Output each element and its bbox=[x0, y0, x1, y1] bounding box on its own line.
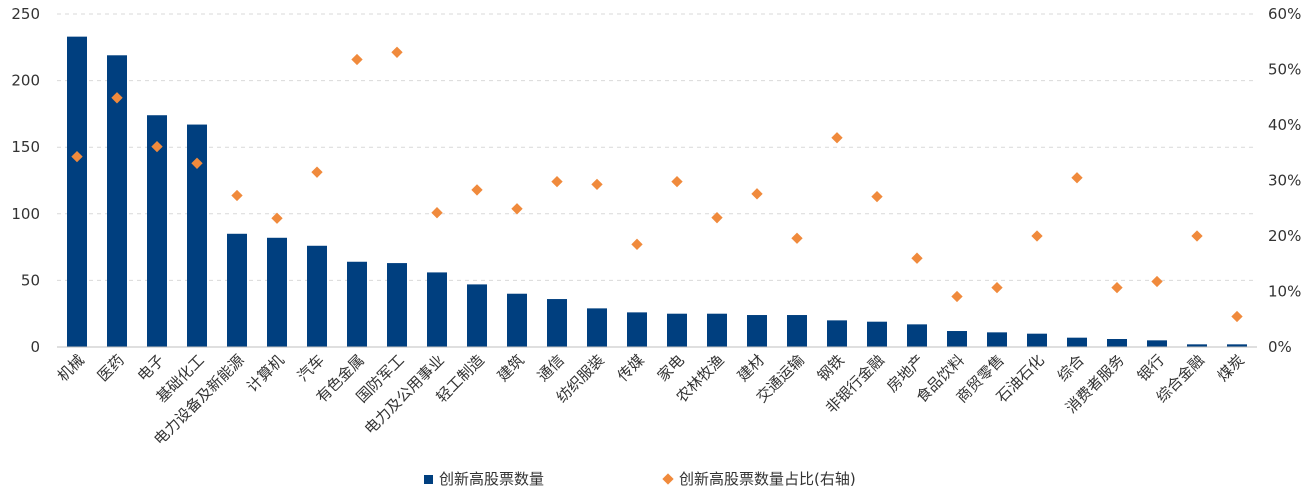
scatter-point bbox=[751, 188, 763, 200]
scatter-point bbox=[351, 53, 363, 66]
left-tick-label: 100 bbox=[11, 205, 40, 223]
bar bbox=[1067, 337, 1087, 347]
left-tick-label: 50 bbox=[21, 271, 40, 289]
right-tick-label: 20% bbox=[1268, 227, 1301, 245]
scatter-point bbox=[231, 189, 243, 202]
bar bbox=[707, 313, 727, 347]
bar bbox=[547, 299, 567, 347]
left-tick-label: 150 bbox=[11, 138, 40, 156]
scatter-point bbox=[671, 175, 683, 188]
scatter-point bbox=[431, 207, 443, 219]
category-label: 汽车 bbox=[294, 351, 328, 385]
bar bbox=[867, 321, 887, 347]
scatter-point bbox=[951, 290, 963, 303]
left-tick-label: 0 bbox=[30, 338, 40, 356]
bar bbox=[667, 313, 687, 347]
scatter-point bbox=[551, 175, 563, 188]
category-label: 建材 bbox=[734, 351, 768, 385]
bar bbox=[787, 315, 807, 347]
legend-scatter-label: 创新高股票数量占比(右轴) bbox=[679, 470, 856, 488]
scatter-point bbox=[791, 232, 803, 244]
right-tick-label: 10% bbox=[1268, 283, 1301, 301]
bar bbox=[107, 55, 127, 348]
scatter-point bbox=[311, 166, 323, 178]
scatter-point bbox=[911, 252, 923, 264]
bar bbox=[307, 245, 327, 347]
bar bbox=[1027, 333, 1047, 347]
scatter-point bbox=[391, 46, 403, 58]
legend-bar-swatch bbox=[424, 475, 433, 484]
right-tick-label: 30% bbox=[1268, 172, 1301, 190]
category-label: 钢铁 bbox=[814, 351, 848, 385]
legend-scatter-swatch bbox=[662, 473, 674, 485]
bar bbox=[1107, 339, 1127, 347]
scatter-point bbox=[271, 212, 283, 224]
bar bbox=[1227, 344, 1247, 347]
category-label: 通信 bbox=[534, 351, 568, 385]
right-tick-label: 50% bbox=[1268, 61, 1301, 79]
bar bbox=[347, 261, 367, 347]
category-label: 计算机 bbox=[243, 351, 288, 396]
category-label: 银行 bbox=[1134, 351, 1168, 385]
bar bbox=[587, 308, 607, 347]
scatter-point bbox=[1151, 275, 1163, 288]
bar bbox=[747, 315, 767, 347]
bar bbox=[147, 115, 167, 348]
bar bbox=[267, 237, 287, 347]
left-tick-label: 250 bbox=[11, 5, 40, 23]
scatter-point bbox=[1191, 230, 1203, 242]
category-label: 综合 bbox=[1054, 351, 1088, 385]
scatter-point bbox=[991, 281, 1003, 294]
scatter-point bbox=[591, 178, 603, 191]
category-label: 传媒 bbox=[614, 351, 648, 385]
bar bbox=[507, 293, 527, 347]
category-label: 医药 bbox=[94, 351, 128, 385]
category-label: 机械 bbox=[54, 351, 88, 385]
bar bbox=[467, 284, 487, 347]
category-label: 家电 bbox=[654, 351, 688, 385]
bar bbox=[1147, 340, 1167, 347]
bar bbox=[427, 272, 447, 347]
legend-bar-label: 创新高股票数量 bbox=[439, 470, 544, 488]
bar bbox=[627, 312, 647, 347]
category-label: 电子 bbox=[134, 351, 168, 385]
bar bbox=[987, 332, 1007, 347]
scatter-point bbox=[1231, 310, 1243, 323]
scatter-point bbox=[151, 140, 163, 153]
bar bbox=[387, 263, 407, 347]
right-tick-label: 0% bbox=[1268, 338, 1292, 356]
scatter-point bbox=[711, 212, 723, 224]
bar bbox=[67, 36, 87, 347]
category-label: 建筑 bbox=[494, 351, 528, 385]
scatter-point bbox=[511, 203, 523, 215]
right-axis-ticks: 0% 10% 20% 30% 40% 50% 60% bbox=[1268, 5, 1301, 356]
scatter-point bbox=[1071, 172, 1083, 184]
right-tick-label: 60% bbox=[1268, 5, 1301, 23]
scatter-point bbox=[1031, 230, 1043, 242]
bar bbox=[907, 324, 927, 347]
bar bbox=[187, 124, 207, 347]
right-tick-label: 40% bbox=[1268, 116, 1301, 134]
bar bbox=[1187, 344, 1207, 347]
scatter-point bbox=[1111, 281, 1123, 294]
scatter-point bbox=[831, 132, 843, 144]
scatter-point bbox=[471, 184, 483, 196]
bar bbox=[227, 233, 247, 347]
category-label: 煤炭 bbox=[1214, 351, 1248, 385]
scatter-point bbox=[871, 190, 883, 203]
scatter-point bbox=[631, 238, 643, 250]
left-axis-ticks: 0 50 100 150 200 250 bbox=[11, 5, 40, 356]
left-tick-label: 200 bbox=[11, 72, 40, 90]
legend: 创新高股票数量 创新高股票数量占比(右轴) bbox=[424, 470, 856, 488]
bar-series bbox=[67, 36, 1247, 348]
scatter-point bbox=[191, 157, 203, 169]
grid-lines bbox=[57, 13, 1257, 281]
bar bbox=[947, 331, 967, 347]
bar bbox=[827, 320, 847, 347]
